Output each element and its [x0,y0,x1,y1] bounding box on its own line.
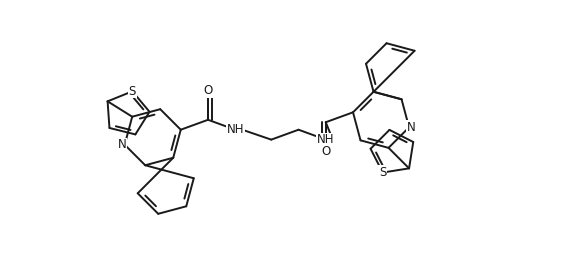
Text: NH: NH [227,123,244,136]
Text: S: S [129,85,136,98]
Text: N: N [118,138,127,151]
Text: O: O [321,145,331,158]
Text: S: S [379,166,386,179]
Text: N: N [407,121,416,134]
Text: O: O [203,84,213,97]
Text: NH: NH [317,133,335,146]
